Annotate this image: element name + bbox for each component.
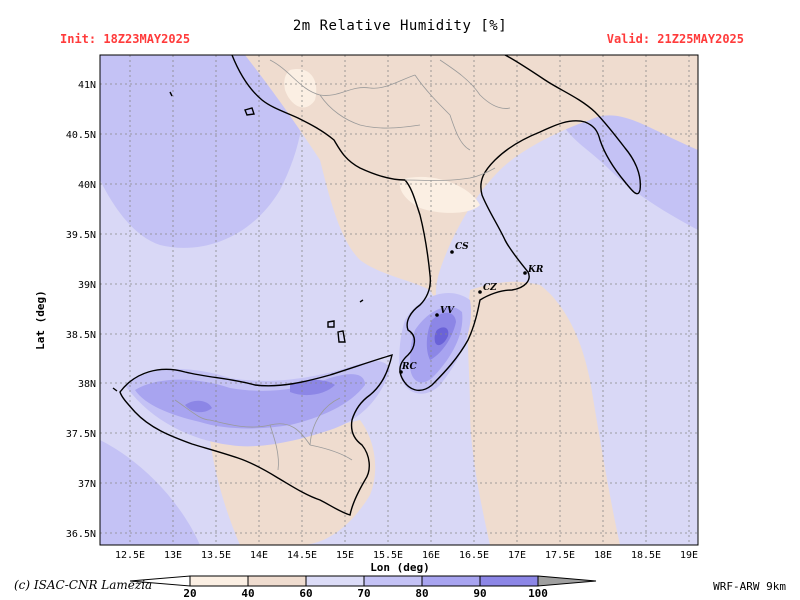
- lat-tick-label: 41N: [78, 80, 96, 91]
- lat-tick-label: 37N: [78, 479, 96, 490]
- lat-tick-label: 38N: [78, 379, 96, 390]
- field-moist-south: [100, 440, 200, 545]
- grid: [100, 55, 698, 545]
- colorbar-label: 100: [528, 587, 548, 600]
- x-axis-title: Lon (deg): [370, 561, 430, 574]
- lat-axis: 41N 40.5N 40N 39.5N 39N 38.5N 38N 37.5N …: [66, 80, 96, 540]
- field-moist-east: [560, 111, 698, 230]
- region-borders: [174, 59, 511, 471]
- colorbar-segment: [247, 575, 307, 587]
- colorbar-segment: [363, 575, 423, 587]
- lat-tick-label: 40N: [78, 180, 96, 191]
- colorbar-segment: [305, 575, 365, 587]
- y-axis-title: Lat (deg): [34, 290, 47, 350]
- city-dot-kr: [523, 271, 527, 275]
- colorbar-label: 70: [357, 587, 370, 600]
- field-very-dry-1: [284, 69, 317, 108]
- lon-tick-label: 16.5E: [459, 550, 489, 561]
- lon-tick-label: 17E: [508, 550, 526, 561]
- city-dot-cs: [450, 250, 454, 254]
- lat-tick-label: 40.5N: [66, 130, 96, 141]
- lon-tick-label: 14E: [250, 550, 268, 561]
- colorbar-segment: [421, 575, 481, 587]
- city-dot-cz: [478, 290, 482, 294]
- city-label-kr: KR: [527, 265, 544, 275]
- lon-tick-label: 19E: [680, 550, 698, 561]
- lon-tick-label: 14.5E: [287, 550, 317, 561]
- lon-tick-label: 13E: [164, 550, 182, 561]
- colorbar-segment: [479, 575, 539, 587]
- field-dry-ionian: [467, 281, 620, 545]
- colorbar-label: 40: [241, 587, 254, 600]
- field-moist-west: [100, 55, 304, 248]
- city-dot-rc: [399, 370, 403, 374]
- colorbar-high-triangle: [537, 575, 597, 587]
- coast-island-6: [112, 387, 118, 392]
- valid-time: Valid: 21Z25MAY2025: [606, 32, 744, 46]
- lon-axis: 12.5E 13E 13.5E 14E 14.5E 15E 15.5E 16E …: [115, 550, 698, 574]
- lon-tick-label: 15.5E: [373, 550, 403, 561]
- field-strait-saturated: [434, 327, 449, 346]
- coastlines: [112, 55, 642, 516]
- colorbar: 20 40 60 70 80 90 100: [129, 575, 597, 600]
- colorbar-label: 60: [299, 587, 312, 600]
- coast-island-3: [337, 330, 346, 343]
- city-label-cs: CS: [455, 242, 469, 252]
- coast-island-5: [169, 91, 173, 97]
- field-dry-mainland: [245, 55, 698, 325]
- lat-tick-label: 39.5N: [66, 230, 96, 241]
- field-moist-wedge: [205, 120, 260, 205]
- lat-tick-label: 36.5N: [66, 529, 96, 540]
- lon-tick-label: 18.5E: [631, 550, 661, 561]
- lon-tick-label: 18E: [594, 550, 612, 561]
- city-label-cz: CZ: [483, 283, 497, 293]
- coast-island-2: [327, 320, 335, 328]
- coast-tyrrhenian-mainland: [231, 55, 432, 379]
- field-very-dry-2: [399, 176, 480, 213]
- coast-calabria-ionian: [401, 55, 642, 392]
- coast-island-1: [244, 107, 255, 116]
- colorbar-label: 90: [473, 587, 486, 600]
- lon-tick-label: 15E: [336, 550, 354, 561]
- city-dot-vv: [435, 313, 439, 317]
- field-sicily-verywet-1: [185, 400, 212, 413]
- map-title: 2m Relative Humidity [%]: [292, 18, 508, 34]
- credit-text: (c) ISAC-CNR Lamezia: [14, 578, 153, 592]
- colorbar-segment: [189, 575, 249, 587]
- field-sicily-verywet-2: [290, 379, 335, 396]
- lat-tick-label: 38.5N: [66, 330, 96, 341]
- lat-tick-label: 39N: [78, 280, 96, 291]
- coast-sicily: [119, 353, 393, 516]
- colorbar-label: 80: [415, 587, 428, 600]
- lon-tick-label: 17.5E: [545, 550, 575, 561]
- cities: CS KR CZ VV RC: [399, 242, 544, 374]
- lon-tick-label: 13.5E: [201, 550, 231, 561]
- model-label: WRF-ARW 9km: [713, 580, 786, 593]
- city-label-rc: RC: [401, 362, 417, 372]
- map-frame: [99, 54, 699, 546]
- lon-tick-label: 12.5E: [115, 550, 145, 561]
- lon-tick-label: 16E: [422, 550, 440, 561]
- coast-island-4: [359, 299, 364, 303]
- colorbar-label: 20: [183, 587, 196, 600]
- lat-tick-label: 37.5N: [66, 429, 96, 440]
- init-time: Init: 18Z23MAY2025: [60, 32, 191, 46]
- city-label-vv: VV: [440, 306, 455, 316]
